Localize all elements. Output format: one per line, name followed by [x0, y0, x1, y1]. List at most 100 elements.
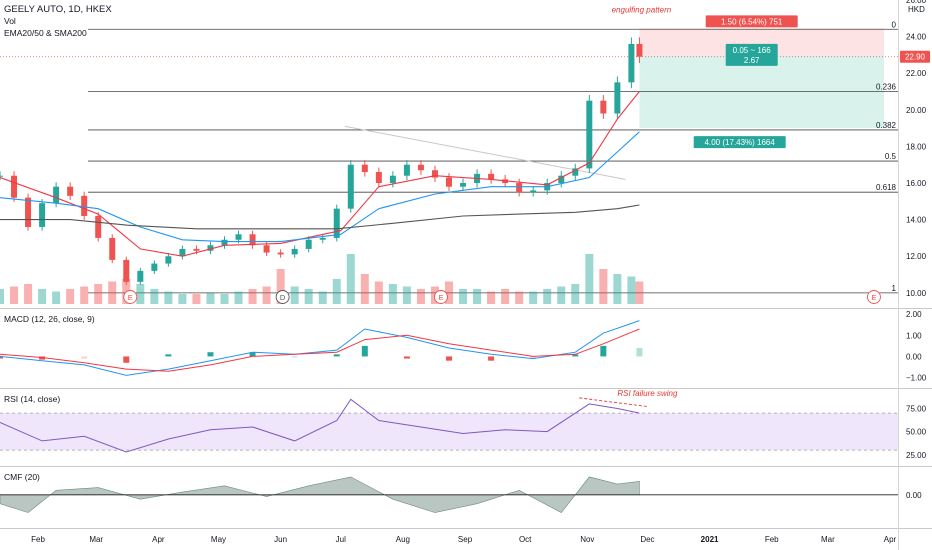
time-tick-label: Mar [821, 535, 835, 544]
candle [221, 239, 228, 246]
volume-bar [164, 291, 173, 304]
macd-line [0, 320, 640, 376]
candle [417, 164, 424, 171]
volume-bar [613, 274, 622, 304]
candle [403, 164, 410, 176]
volume-bar [585, 254, 594, 304]
candle [291, 248, 298, 255]
candle [25, 197, 32, 227]
candle [11, 175, 18, 198]
volume-bar [52, 291, 61, 304]
dividend-event-letter: D [280, 293, 286, 302]
stop-loss-label-box [705, 15, 798, 28]
macd-tick-label: −1.00 [906, 374, 927, 383]
price-tick-label: 10.00 [906, 289, 927, 298]
candle [431, 170, 438, 178]
price-tick-label: 14.00 [906, 216, 927, 225]
volume-bar [304, 289, 313, 304]
volume-bar [136, 284, 145, 304]
engulfing-pattern-annotation: engulfing pattern [612, 6, 672, 15]
time-tick-label: 2021 [701, 535, 719, 544]
macd-panel[interactable]: MACD (12, 26, close, 9) −1.00 0.00 1.00 2.0… [0, 310, 927, 383]
time-tick-label: May [211, 535, 226, 544]
earnings-event-marker[interactable] [123, 290, 138, 304]
fib-level-label: 0.382 [876, 121, 897, 130]
volume-bar [178, 294, 187, 304]
candle [207, 245, 214, 251]
time-tick-label: Mar [89, 535, 103, 544]
candle [193, 248, 200, 251]
macd-histogram-bar [165, 354, 172, 357]
time-tick-label: Nov [580, 535, 594, 544]
volume-bar [248, 289, 257, 304]
volume-bar [599, 269, 608, 304]
price-panel[interactable]: 0 0.236 0.382 0.5 0.618 1 E D E E 1.50 (6.54%) 7… [0, 6, 898, 304]
candle [151, 263, 158, 271]
rsi-failure-swing-annotation: RSI failure swing [617, 389, 678, 398]
volume-bar [220, 294, 229, 304]
volume-bar [501, 289, 510, 304]
earnings-event-marker[interactable] [866, 290, 881, 304]
volume-bar [635, 281, 644, 304]
candle [375, 172, 382, 184]
macd-histogram-bar [361, 345, 368, 357]
candle [530, 190, 537, 193]
macd-histogram-bar [530, 356, 537, 359]
macd-histogram-bar [636, 348, 643, 357]
time-axis[interactable]: Feb Mar Apr May Jun Jul Aug Sep Oct Nov Dec 2021 Feb… [31, 535, 896, 544]
macd-histogram-bar [333, 354, 340, 357]
cmf-label: CMF (20) [4, 472, 40, 482]
ma-label: EMA20/50 & SMA200 [4, 28, 87, 38]
candle [263, 245, 270, 253]
sma200-line [0, 204, 640, 230]
last-price-tag [900, 50, 930, 63]
candle [109, 237, 116, 260]
candle [600, 100, 607, 114]
ema50-line [0, 131, 640, 243]
dividend-event-marker[interactable] [275, 290, 290, 304]
stop-loss-label: 1.50 (6.54%) 751 [721, 17, 783, 26]
earnings-event-marker[interactable] [434, 290, 448, 304]
candle [165, 256, 172, 264]
candle [628, 43, 635, 83]
macd-signal-line [0, 328, 640, 372]
candle [179, 248, 186, 257]
rsi-panel[interactable]: RSI (14, close) RSI failure swing 25.00 5… [0, 389, 927, 460]
candle [389, 175, 396, 184]
cmf-tick-label: 0.00 [906, 491, 922, 500]
volume-bar [108, 281, 117, 304]
macd-tick-label: 0.00 [906, 352, 922, 361]
candle [558, 175, 565, 184]
price-axis[interactable]: 10.00 12.00 14.00 16.00 18.00 20.00 22.00 24.00… [906, 0, 927, 298]
volume-bar [374, 281, 383, 304]
take-profit-zone[interactable] [639, 55, 884, 129]
volume-bar [515, 291, 524, 304]
volume-bar [0, 289, 4, 304]
candle [0, 175, 3, 177]
candle [446, 177, 452, 187]
volume-bar [543, 289, 552, 304]
candle [249, 234, 256, 246]
candle [319, 237, 326, 240]
candle [460, 183, 467, 187]
candle [277, 252, 284, 255]
earnings-event-letter: E [128, 293, 133, 302]
price-tick-label: 16.00 [906, 179, 927, 188]
volume-bar [80, 286, 89, 304]
volume-bar [192, 294, 201, 304]
entry-label-box [725, 43, 778, 66]
price-tick-label: 24.00 [906, 33, 927, 42]
candle [614, 82, 621, 114]
candle [516, 183, 523, 193]
macd-histogram-bar [39, 356, 46, 360]
trendline[interactable] [344, 125, 626, 180]
time-tick-label: Dec [640, 535, 654, 544]
volume-bar [38, 289, 47, 304]
candle [488, 173, 495, 180]
currency-label: HKD [908, 5, 925, 14]
volume-bar [262, 286, 271, 304]
volume-bar [627, 276, 636, 304]
cmf-panel[interactable]: CMF (20) 0.00 [0, 472, 922, 513]
last-price-label: 22.90 [905, 53, 926, 62]
